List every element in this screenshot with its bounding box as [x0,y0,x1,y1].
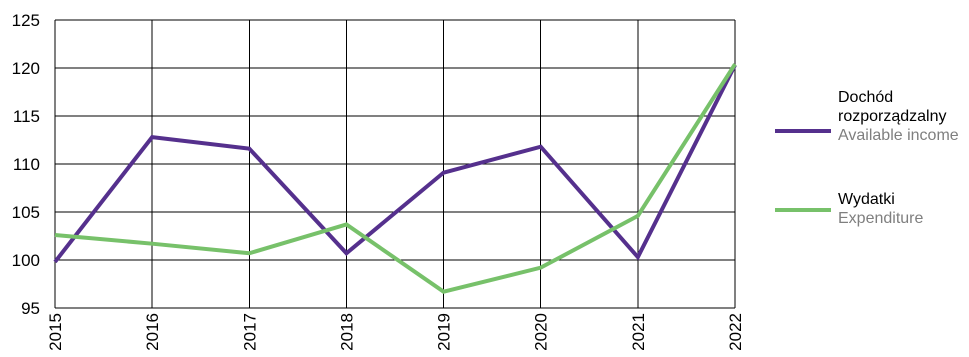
x-tick-label: 2017 [240,313,259,351]
legend-swatch-expenditure [775,208,831,212]
y-tick-label: 105 [12,203,40,222]
legend-label-available-income-en: Available income [838,127,959,144]
y-tick-label: 100 [12,251,40,270]
x-tick-label: 2016 [143,313,162,351]
x-tick-label: 2015 [46,313,65,351]
x-tick-label: 2019 [435,313,454,351]
legend-swatch-available-income [775,129,831,133]
y-axis-ticks: 95 100 105 110 115 120 125 [12,11,40,318]
x-tick-label: 2020 [532,313,551,351]
legend-label-available-income: Dochód rozporządzalny [838,89,947,125]
x-tick-label: 2021 [629,313,648,351]
x-axis-ticks: 2015 2016 2017 2018 2019 2020 2021 2022 [46,313,745,351]
legend-item-expenditure: Wydatki Expenditure [775,190,965,240]
x-tick-label: 2022 [726,313,745,351]
x-tick-label: 2018 [337,313,356,351]
series-lines [53,63,737,294]
y-tick-label: 95 [21,299,40,318]
legend-label-expenditure: Wydatki [838,191,895,208]
y-tick-label: 125 [12,11,40,30]
y-tick-label: 115 [13,107,40,126]
grid-lines [54,19,736,309]
legend-label-expenditure-en: Expenditure [838,210,924,227]
series-line-0 [53,64,737,264]
legend-item-available-income: Dochód rozporządzalny Available income [775,88,965,178]
series-line-1 [54,63,737,294]
y-tick-label: 120 [12,59,40,78]
y-tick-label: 110 [13,155,40,174]
